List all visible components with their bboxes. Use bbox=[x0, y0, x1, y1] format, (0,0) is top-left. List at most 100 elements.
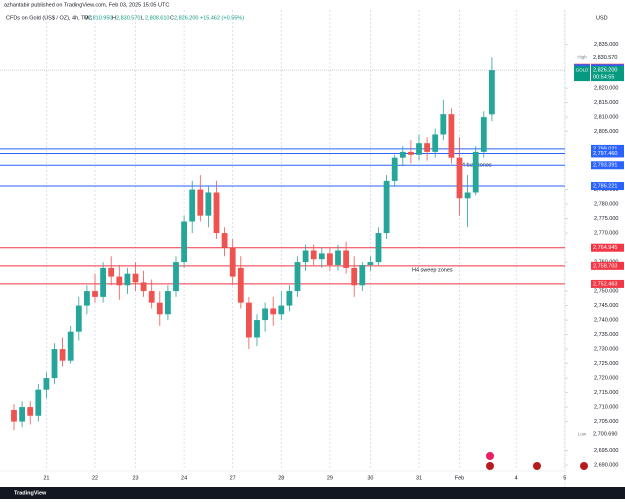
plot: 21 22 23 24 27 28 29 30 31 Feb 4 5 2,690.000 2,695.00… bbox=[0, 10, 624, 481]
candle-body bbox=[51, 349, 58, 379]
level-label: 2,786.221 bbox=[593, 183, 617, 189]
price-tag-box bbox=[574, 53, 590, 62]
candle-body bbox=[197, 189, 204, 216]
event-icon bbox=[580, 462, 588, 470]
level-label: 2,793.391 bbox=[593, 163, 617, 169]
candle-body bbox=[310, 250, 317, 260]
price-label: 2,830.570 bbox=[593, 55, 617, 61]
candle-body bbox=[229, 247, 236, 277]
y-tick-label: 2,750.000 bbox=[594, 289, 618, 295]
x-tick-label: 29 bbox=[327, 475, 333, 481]
x-tick-label: 31 bbox=[416, 475, 422, 481]
candle-body bbox=[440, 114, 447, 135]
x-tick-label: 23 bbox=[132, 475, 138, 481]
event-icon bbox=[486, 462, 494, 470]
level-label-box bbox=[591, 149, 624, 158]
y-tick-label: 2,715.000 bbox=[594, 390, 618, 396]
price-label-box bbox=[591, 430, 624, 439]
candle-body bbox=[294, 262, 301, 292]
y-tick-label: 2,735.000 bbox=[594, 332, 618, 338]
y-tick-label: 2,745.000 bbox=[594, 303, 618, 309]
symbol: CFDs on Gold (US$ / OZ), 4h, TVC bbox=[6, 15, 92, 21]
x-tick-label: 28 bbox=[278, 475, 284, 481]
candle-body bbox=[35, 389, 42, 416]
candle-body bbox=[254, 320, 260, 338]
ohlc-tag: C bbox=[170, 15, 174, 21]
x-tick-label: Feb bbox=[455, 475, 464, 481]
price-tag: GOLD bbox=[576, 67, 590, 72]
level-label: 2,799.021 bbox=[593, 146, 617, 152]
y-tick-label: 2,695.000 bbox=[594, 448, 618, 454]
candle-body bbox=[237, 267, 244, 303]
candle-body bbox=[181, 221, 187, 263]
candle-body bbox=[464, 192, 471, 199]
candle-body bbox=[472, 151, 479, 193]
ohlc-value: 2,826.200 bbox=[174, 15, 198, 21]
ohlc-tag: L bbox=[141, 15, 144, 21]
candle-body bbox=[270, 308, 277, 315]
footer-bar bbox=[0, 487, 625, 499]
level-label-box bbox=[591, 243, 624, 252]
price-label: 2,826.200 bbox=[593, 68, 617, 74]
candle-body bbox=[59, 349, 66, 361]
level-label: 2,797.460 bbox=[593, 151, 617, 157]
candle-body bbox=[148, 291, 155, 303]
candle-body bbox=[375, 233, 382, 263]
candle-body bbox=[408, 151, 414, 155]
candle-body bbox=[213, 192, 220, 234]
level-label-box bbox=[591, 144, 624, 153]
event-icon bbox=[486, 452, 494, 460]
candle-body bbox=[367, 262, 374, 265]
price-label: 2,700.690 bbox=[593, 432, 617, 438]
candle-body bbox=[302, 250, 309, 263]
candle-body bbox=[43, 378, 50, 390]
ohlc-value: 2,810.950 bbox=[88, 15, 112, 21]
level-label-box bbox=[591, 182, 624, 191]
candle-body bbox=[416, 143, 422, 155]
level-label-box bbox=[591, 261, 624, 270]
candle-body bbox=[424, 143, 430, 152]
candle-body bbox=[456, 157, 463, 199]
candle-body bbox=[246, 302, 252, 338]
candle-body bbox=[221, 233, 228, 248]
y-tick-label: 2,810.000 bbox=[594, 115, 618, 121]
candle-body bbox=[11, 409, 17, 422]
x-tick-label: 24 bbox=[181, 475, 187, 481]
candle-body bbox=[286, 291, 293, 306]
published-note: azhantabir published on TradingView.com,… bbox=[4, 2, 169, 8]
event-icon bbox=[533, 462, 541, 470]
candle-body bbox=[205, 192, 212, 216]
level-label-box bbox=[591, 161, 624, 170]
price-tag-box bbox=[574, 66, 590, 82]
candle-body bbox=[399, 151, 406, 158]
candle-body bbox=[116, 276, 123, 286]
candle-body bbox=[359, 264, 366, 286]
candle-body bbox=[343, 250, 349, 268]
y-tick-label: 2,770.000 bbox=[594, 231, 618, 237]
y-tick-label: 2,835.000 bbox=[594, 42, 618, 48]
candle-body bbox=[100, 267, 106, 297]
price-tag: Low bbox=[578, 431, 587, 436]
y-tick-label: 2,730.000 bbox=[594, 347, 618, 353]
y-tick-label: 2,805.000 bbox=[594, 129, 618, 135]
candle-body bbox=[432, 134, 439, 152]
candle-body bbox=[84, 291, 90, 306]
y-tick-label: 2,725.000 bbox=[594, 361, 618, 367]
countdown: 00:54:55 bbox=[593, 75, 614, 81]
ohlc-value: 2,808.610 bbox=[145, 15, 169, 21]
x-tick-label: 27 bbox=[230, 475, 236, 481]
y-tick-label: 2,815.000 bbox=[594, 100, 618, 106]
candle-body bbox=[108, 267, 115, 277]
candle-body bbox=[278, 305, 285, 315]
y-tick-label: 2,720.000 bbox=[594, 376, 618, 382]
candle-body bbox=[351, 267, 358, 286]
price-tag: High bbox=[577, 55, 587, 60]
candle-body bbox=[27, 407, 34, 416]
candle-body bbox=[383, 180, 390, 234]
candle-body bbox=[92, 291, 98, 297]
x-tick-label: 22 bbox=[92, 475, 98, 481]
y-tick-label: 2,705.000 bbox=[594, 419, 618, 425]
candle-body bbox=[156, 302, 163, 315]
x-tick-label: 4 bbox=[515, 475, 518, 481]
